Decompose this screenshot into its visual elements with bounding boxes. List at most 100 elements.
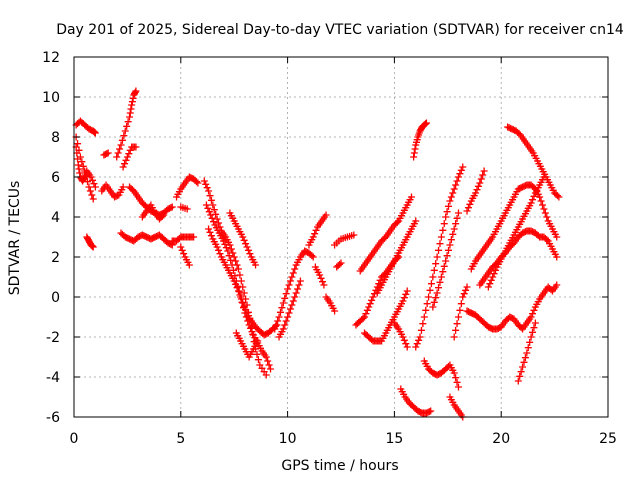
series-arc6	[98, 181, 127, 201]
series-arc41	[467, 181, 561, 273]
data-point	[320, 281, 328, 289]
data-point	[442, 213, 450, 221]
data-point	[459, 293, 467, 301]
data-point	[463, 207, 471, 215]
data-point	[433, 289, 441, 297]
y-axis-label: SDTVAR / TECUs	[7, 181, 23, 296]
data-point	[429, 303, 437, 311]
data-point	[89, 176, 97, 184]
data-point	[420, 313, 428, 321]
data-point	[128, 98, 136, 106]
data-point	[207, 211, 215, 219]
data-point	[229, 249, 237, 257]
data-point	[453, 214, 461, 222]
data-point	[282, 290, 290, 298]
series-arc21	[271, 247, 317, 333]
data-point	[194, 179, 202, 187]
data-point	[527, 313, 535, 321]
data-point	[119, 163, 127, 171]
data-point	[226, 241, 234, 249]
data-point	[473, 186, 481, 194]
data-point	[267, 365, 275, 373]
data-point	[262, 371, 270, 379]
data-point	[120, 132, 128, 140]
data-point	[410, 153, 418, 161]
series-arc3	[72, 143, 99, 191]
data-point	[462, 286, 470, 294]
data-point	[278, 304, 286, 312]
data-point	[430, 298, 438, 306]
data-points	[72, 87, 563, 421]
data-point	[232, 280, 240, 288]
data-point	[285, 281, 293, 289]
data-point	[103, 150, 111, 158]
series-arc17	[202, 201, 275, 373]
data-point	[254, 356, 262, 364]
data-point	[480, 167, 488, 175]
data-point	[236, 291, 244, 299]
data-point	[486, 280, 494, 288]
data-point	[240, 289, 248, 297]
series-arc20	[232, 329, 262, 361]
data-point	[436, 240, 444, 248]
data-point	[265, 361, 273, 369]
data-point	[529, 328, 537, 336]
data-point	[322, 211, 330, 219]
data-point	[114, 149, 122, 157]
data-point	[464, 204, 472, 212]
data-point	[407, 193, 415, 201]
series-arc25	[322, 293, 339, 315]
data-point	[435, 246, 443, 254]
data-point	[132, 143, 140, 151]
data-point	[206, 192, 214, 200]
data-point	[439, 226, 447, 234]
data-point	[113, 153, 121, 161]
data-point	[216, 250, 224, 258]
data-point	[87, 173, 95, 181]
series-arc13	[168, 233, 198, 245]
data-point	[360, 313, 368, 321]
data-point	[422, 119, 430, 127]
data-point	[452, 220, 460, 228]
data-point	[432, 260, 440, 268]
data-point	[433, 253, 441, 261]
data-point	[456, 306, 464, 314]
data-point	[126, 109, 134, 117]
data-point	[436, 278, 444, 286]
x-tick-label: 10	[279, 431, 297, 447]
data-point	[427, 407, 435, 415]
data-point	[447, 236, 455, 244]
data-point	[403, 343, 411, 351]
y-tick-label: -6	[46, 410, 60, 426]
data-point	[125, 150, 133, 158]
data-point	[84, 178, 92, 186]
data-point	[192, 178, 200, 186]
axis-ticks: 0 5 10 15 20 25 -6 -4 -2 0 2 4 6 8 10 12	[42, 50, 617, 447]
data-point	[474, 182, 482, 190]
data-point	[73, 149, 81, 157]
data-point	[79, 162, 87, 170]
data-point	[447, 193, 455, 201]
data-point	[239, 283, 247, 291]
data-point	[294, 285, 302, 293]
x-tick-label: 15	[385, 431, 403, 447]
data-point	[204, 204, 212, 212]
data-point	[454, 173, 462, 181]
data-point	[274, 317, 282, 325]
data-point	[443, 208, 451, 216]
data-point	[439, 268, 447, 276]
series-arc46	[514, 319, 539, 385]
data-point	[453, 177, 461, 185]
data-point	[262, 353, 270, 361]
data-point	[190, 233, 198, 241]
data-point	[90, 180, 98, 188]
data-point	[425, 408, 433, 416]
series-arc8	[119, 143, 140, 171]
series-arc37	[429, 209, 462, 311]
data-point	[89, 195, 97, 203]
data-point	[308, 252, 316, 260]
data-point	[463, 283, 471, 291]
data-point	[177, 243, 185, 251]
data-point	[490, 270, 498, 278]
